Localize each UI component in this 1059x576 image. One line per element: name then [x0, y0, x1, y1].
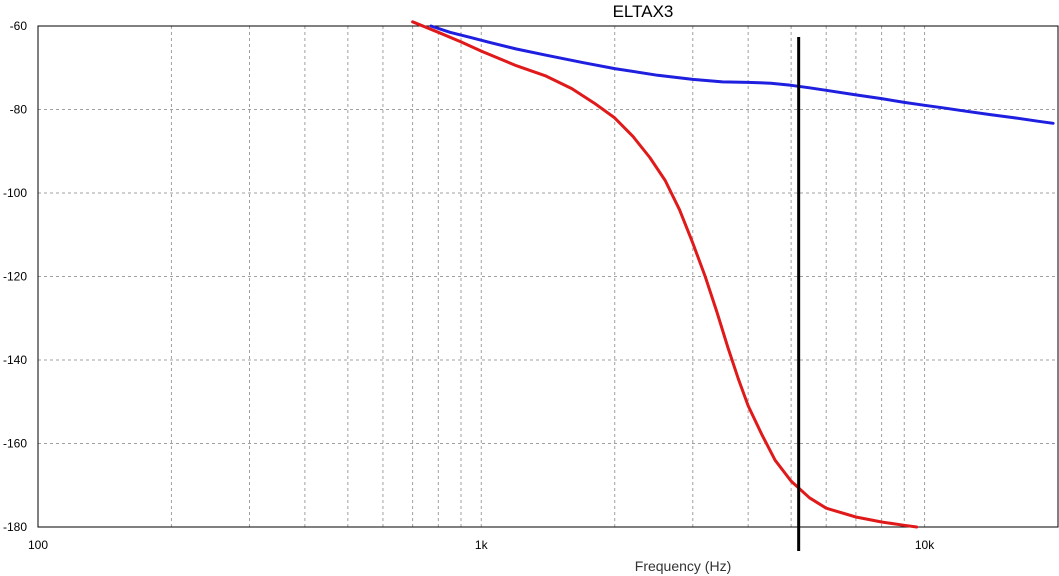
y-tick-label: -60 [10, 19, 28, 33]
x-tick-label: 100 [28, 538, 48, 552]
y-tick-label: -100 [3, 186, 27, 200]
y-tick-labels: -60 -80 -100 -120 -140 -160 -180 [3, 19, 27, 534]
x-tick-labels: 100 1k 10k [28, 538, 935, 552]
y-tick-label: -80 [10, 103, 28, 117]
x-tick-label: 1k [475, 538, 489, 552]
plot-area [37, 25, 1059, 528]
x-axis-title: Frequency (Hz) [635, 558, 731, 574]
grid [38, 26, 1058, 527]
y-tick-label: -180 [3, 520, 27, 534]
series-line-2 [411, 20, 919, 529]
y-tick-label: -160 [3, 437, 27, 451]
y-tick-label: -140 [3, 353, 27, 367]
chart-title: ELTAX3 [613, 2, 674, 21]
y-tick-label: -120 [3, 270, 27, 284]
series-line-1 [429, 24, 1055, 125]
series-group [411, 20, 1055, 529]
x-tick-label: 10k [915, 538, 935, 552]
